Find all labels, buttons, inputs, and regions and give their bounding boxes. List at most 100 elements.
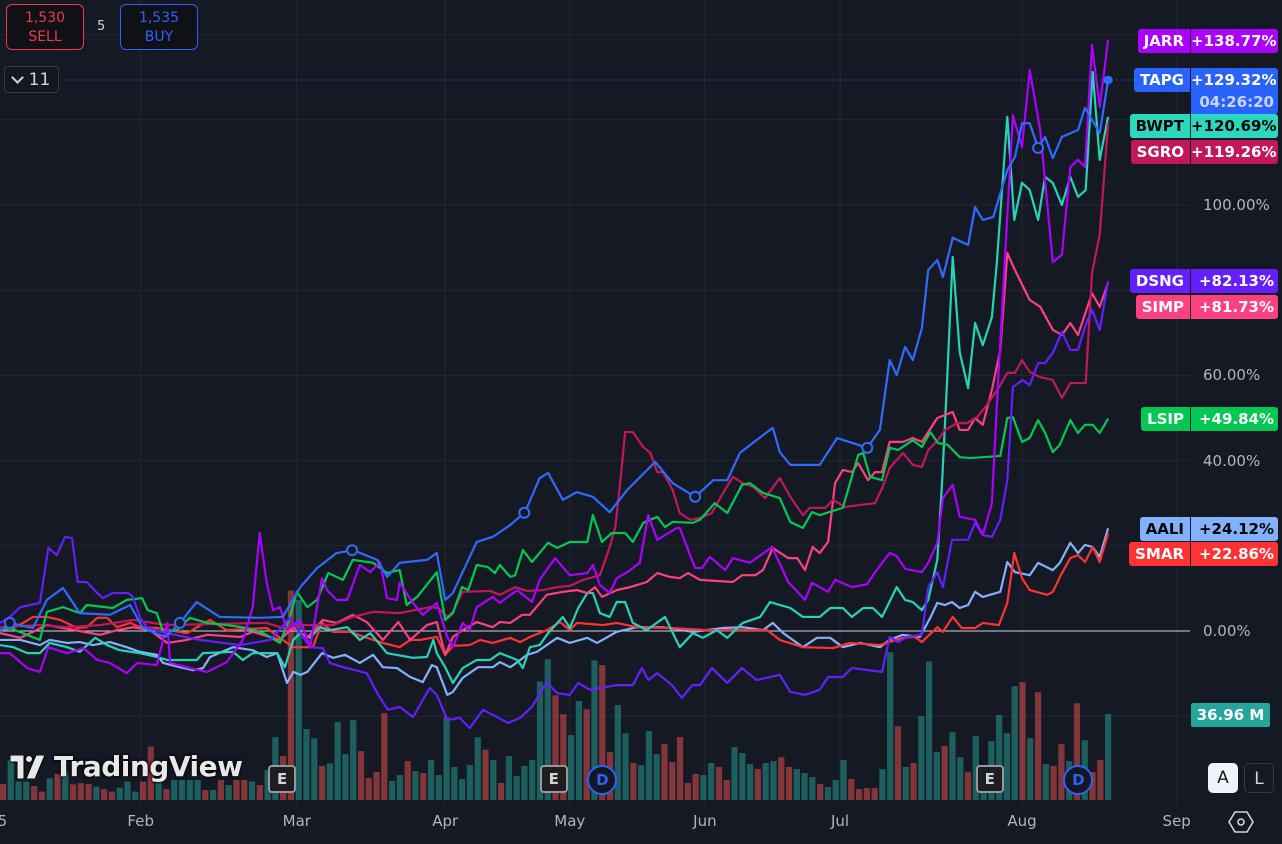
series-line-jarr[interactable] <box>0 39 1110 675</box>
legend-count: 11 <box>28 69 51 90</box>
volume-bar <box>132 791 139 800</box>
series-event-marker[interactable] <box>518 506 531 519</box>
ticker-name: TAPG <box>1134 68 1190 92</box>
percent-change: +22.86% <box>1191 542 1278 566</box>
volume-bar <box>295 599 302 800</box>
volume-bar <box>318 766 326 800</box>
ticker-name: LSIP <box>1141 407 1190 431</box>
volume-bar <box>381 713 388 800</box>
percent-change: +119.26% <box>1191 140 1278 164</box>
volume-bar <box>46 778 53 800</box>
volume-bar <box>101 789 108 800</box>
volume-bar <box>676 737 684 800</box>
volume-bar <box>31 786 38 800</box>
ticker-name: BWPT <box>1129 114 1190 138</box>
volume-bar <box>474 737 481 800</box>
x-axis-label: Feb <box>127 812 154 830</box>
volume-bar <box>38 791 46 800</box>
x-axis-label: Jun <box>693 812 717 830</box>
series-line-lsip[interactable] <box>0 416 1110 645</box>
volume-bar <box>863 788 870 800</box>
volume-bar <box>69 784 77 800</box>
earnings-badge[interactable]: E <box>975 765 1004 793</box>
volume-value-label: 36.96 M <box>1191 703 1270 727</box>
series-event-marker[interactable] <box>1032 141 1045 154</box>
volume-bar <box>264 769 271 800</box>
series-line-dsng[interactable] <box>0 280 1110 730</box>
volume-bar <box>723 779 730 800</box>
buy-button[interactable]: 1,535 BUY <box>120 4 198 50</box>
volume-bar <box>443 717 450 800</box>
volume-bar <box>194 779 201 800</box>
series-event-marker[interactable] <box>173 616 186 629</box>
volume-bar <box>731 747 738 800</box>
series-event-marker[interactable] <box>346 544 359 557</box>
series-event-marker[interactable] <box>861 441 874 454</box>
volume-bar <box>809 776 816 800</box>
volume-bar <box>241 779 248 800</box>
volume-bar <box>1050 766 1057 800</box>
volume-bar <box>684 783 691 800</box>
volume-bar <box>482 749 489 800</box>
series-line-tapg[interactable] <box>0 79 1110 639</box>
volume-bar <box>746 764 754 800</box>
volume-bar <box>412 771 419 800</box>
auto-scale-button[interactable]: A <box>1208 763 1238 793</box>
volume-bar <box>575 701 583 800</box>
sell-button[interactable]: 1,530 SELL <box>6 4 84 50</box>
volume-bar <box>941 746 948 800</box>
series-event-marker[interactable] <box>689 490 702 503</box>
volume-bar <box>178 779 186 800</box>
dividend-badge[interactable]: D <box>1063 765 1094 795</box>
volume-bar <box>669 762 676 800</box>
price-label-simp: SIMP +81.73% <box>1135 295 1278 319</box>
volume-bar <box>739 752 746 800</box>
series-lines <box>0 39 1113 730</box>
volume-bar <box>785 766 793 800</box>
volume-bar <box>186 779 193 800</box>
volume-bar <box>334 722 341 800</box>
volume-bar <box>365 778 372 800</box>
volume-bar <box>389 780 396 800</box>
volume-bar <box>147 746 154 800</box>
dividend-badge[interactable]: D <box>587 765 618 795</box>
volume-bar <box>817 783 824 800</box>
volume-bar <box>801 773 808 800</box>
volume-bar <box>910 763 917 800</box>
volume-bar <box>661 744 668 800</box>
volume-bar <box>0 783 7 800</box>
volume-bar <box>1019 682 1026 800</box>
volume-bar <box>23 781 30 800</box>
volume-bar <box>521 766 528 800</box>
legend-toggle-button[interactable]: 11 <box>4 66 59 93</box>
volume-bar <box>887 652 894 800</box>
spread-value: 5 <box>97 19 106 34</box>
volume-bar <box>552 695 559 800</box>
volume-bar <box>591 660 598 800</box>
earnings-badge[interactable]: E <box>268 765 297 793</box>
series-event-marker[interactable] <box>3 616 16 629</box>
volume-bar <box>754 769 762 800</box>
series-line-simp[interactable] <box>0 252 1110 656</box>
ticker-name: SGRO <box>1130 140 1190 164</box>
volume-bar <box>404 761 411 800</box>
volume-bar <box>996 715 1003 800</box>
volume-bar <box>350 720 357 800</box>
settings-icon[interactable] <box>1228 809 1254 835</box>
percent-change: +49.84% <box>1191 407 1278 431</box>
log-scale-button[interactable]: L <box>1244 763 1274 793</box>
price-label-jarr: JARR +138.77% <box>1137 29 1278 53</box>
tradingview-logo-text: TradingView <box>54 750 243 783</box>
volume-bar <box>139 781 147 800</box>
volume-bar <box>233 779 240 800</box>
tradingview-logo[interactable]: TradingView <box>10 750 243 783</box>
earnings-badge[interactable]: E <box>539 765 568 793</box>
series-line-aali[interactable] <box>0 527 1110 697</box>
volume-bar <box>256 785 263 800</box>
x-axis-label: Apr <box>432 812 459 830</box>
volume-bar <box>645 731 653 800</box>
series-line-bwpt[interactable] <box>0 70 1110 685</box>
volume-bar <box>832 779 839 800</box>
volume-bar <box>855 789 863 800</box>
